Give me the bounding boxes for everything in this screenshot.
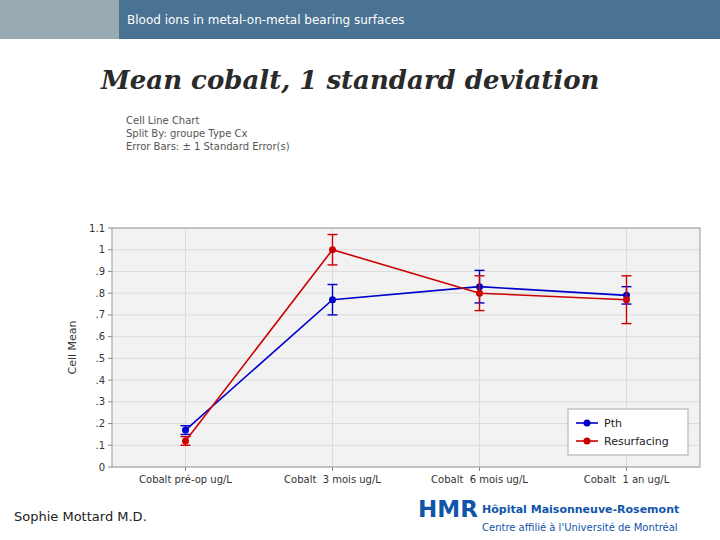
error-cap <box>181 434 191 435</box>
tick-mark <box>108 228 112 229</box>
subtitle: Blood ions in metal-on-metal bearing sur… <box>127 13 405 27</box>
series-line <box>186 287 627 430</box>
error-cap <box>328 314 338 315</box>
series-line <box>186 250 627 441</box>
tick-mark <box>108 336 112 337</box>
tick-mark <box>108 467 112 468</box>
tick-label: .4 <box>95 375 105 386</box>
series <box>181 235 632 446</box>
tick-mark <box>108 249 112 250</box>
annotation: Cell Line Chart <box>126 115 199 126</box>
footer-logo: HMR <box>418 496 478 522</box>
error-bar <box>622 276 632 324</box>
grid-line <box>479 228 480 467</box>
plot-frame <box>112 228 700 467</box>
data <box>181 235 632 446</box>
tick-label: 1.1 <box>89 223 105 234</box>
footer-text: Hôpital Maisonneuve-Rosemont <box>482 503 679 516</box>
error-cap <box>622 323 632 324</box>
annotation: Error Bars: ± 1 Standard Error(s) <box>126 141 290 152</box>
tick-mark <box>108 380 112 381</box>
header-bar <box>119 0 720 39</box>
grid-line <box>332 228 333 467</box>
error-cap <box>475 310 485 311</box>
tick-label: .7 <box>95 309 105 320</box>
error-cap <box>181 436 191 437</box>
error-bar <box>475 276 485 311</box>
point <box>329 296 336 303</box>
point <box>476 290 483 297</box>
title: Mean cobalt, 1 standard deviation <box>100 65 600 95</box>
series <box>181 270 632 434</box>
error-cap <box>181 425 191 426</box>
point <box>623 296 630 303</box>
tick-label: 0 <box>99 462 105 473</box>
error-bar <box>181 426 191 435</box>
grid-line <box>112 380 700 381</box>
error-bar <box>181 437 191 446</box>
error-cap <box>475 275 485 276</box>
tick-label: .2 <box>95 418 105 429</box>
legend-label: Pth <box>604 417 622 430</box>
tick-mark <box>108 271 112 272</box>
tick-mark <box>108 445 112 446</box>
grid <box>112 228 700 467</box>
tick-label: .1 <box>95 440 105 451</box>
grid-line <box>112 401 700 402</box>
footer-text: Sophie Mottard M.D. <box>14 509 147 524</box>
error-bar <box>328 235 338 265</box>
tick-label: Cobalt 3 mois ug/L <box>284 474 381 485</box>
tick-label: .6 <box>95 331 105 342</box>
tick-label: .3 <box>95 396 105 407</box>
point <box>182 427 189 434</box>
tick-label: Cobalt pré-op ug/L <box>139 474 232 485</box>
tick-mark <box>108 423 112 424</box>
plot-background <box>112 228 700 467</box>
error-cap <box>181 445 191 446</box>
grid-line <box>112 358 700 359</box>
annotation: Split By: groupe Type Cx <box>126 128 247 139</box>
grid-line <box>112 336 700 337</box>
tick-mark <box>185 467 186 471</box>
legend-box <box>568 409 688 455</box>
tick-label: .9 <box>95 266 105 277</box>
tick-mark <box>108 358 112 359</box>
tick-mark <box>626 467 627 471</box>
error-cap <box>328 284 338 285</box>
footer-text: Centre affilié à l'Université de Montréa… <box>482 522 678 533</box>
tick-mark <box>108 314 112 315</box>
chart: Blood ions in metal-on-metal bearing sur… <box>0 0 720 540</box>
legend-label: Resurfacing <box>604 435 669 448</box>
axes: 0 .1 .2 .3 .4 .5 .6 .7 .8 .9 1 1.1 Cobalt pré-op ug/… <box>89 223 700 486</box>
tick-mark <box>108 293 112 294</box>
legend: Pth Resurfacing <box>568 409 688 455</box>
tick-mark <box>332 467 333 471</box>
error-cap <box>475 270 485 271</box>
error-cap <box>622 275 632 276</box>
legend-marker <box>584 438 591 445</box>
point <box>182 437 189 444</box>
error-bar <box>328 284 338 314</box>
tick-label: 1 <box>99 244 105 255</box>
tick-mark <box>108 401 112 402</box>
header-left <box>0 0 119 39</box>
tick-label: Cobalt 6 mois ug/L <box>431 474 528 485</box>
point <box>329 246 336 253</box>
error-cap <box>328 264 338 265</box>
tick-mark <box>479 467 480 471</box>
error-cap <box>328 234 338 235</box>
tick-label: .8 <box>95 288 105 299</box>
grid-line <box>112 249 700 250</box>
tick-label: .5 <box>95 353 105 364</box>
axis-label: Cell Mean <box>66 320 79 374</box>
grid-line <box>112 314 700 315</box>
legend-marker <box>584 420 591 427</box>
tick-label: Cobalt 1 an ug/L <box>584 474 670 485</box>
